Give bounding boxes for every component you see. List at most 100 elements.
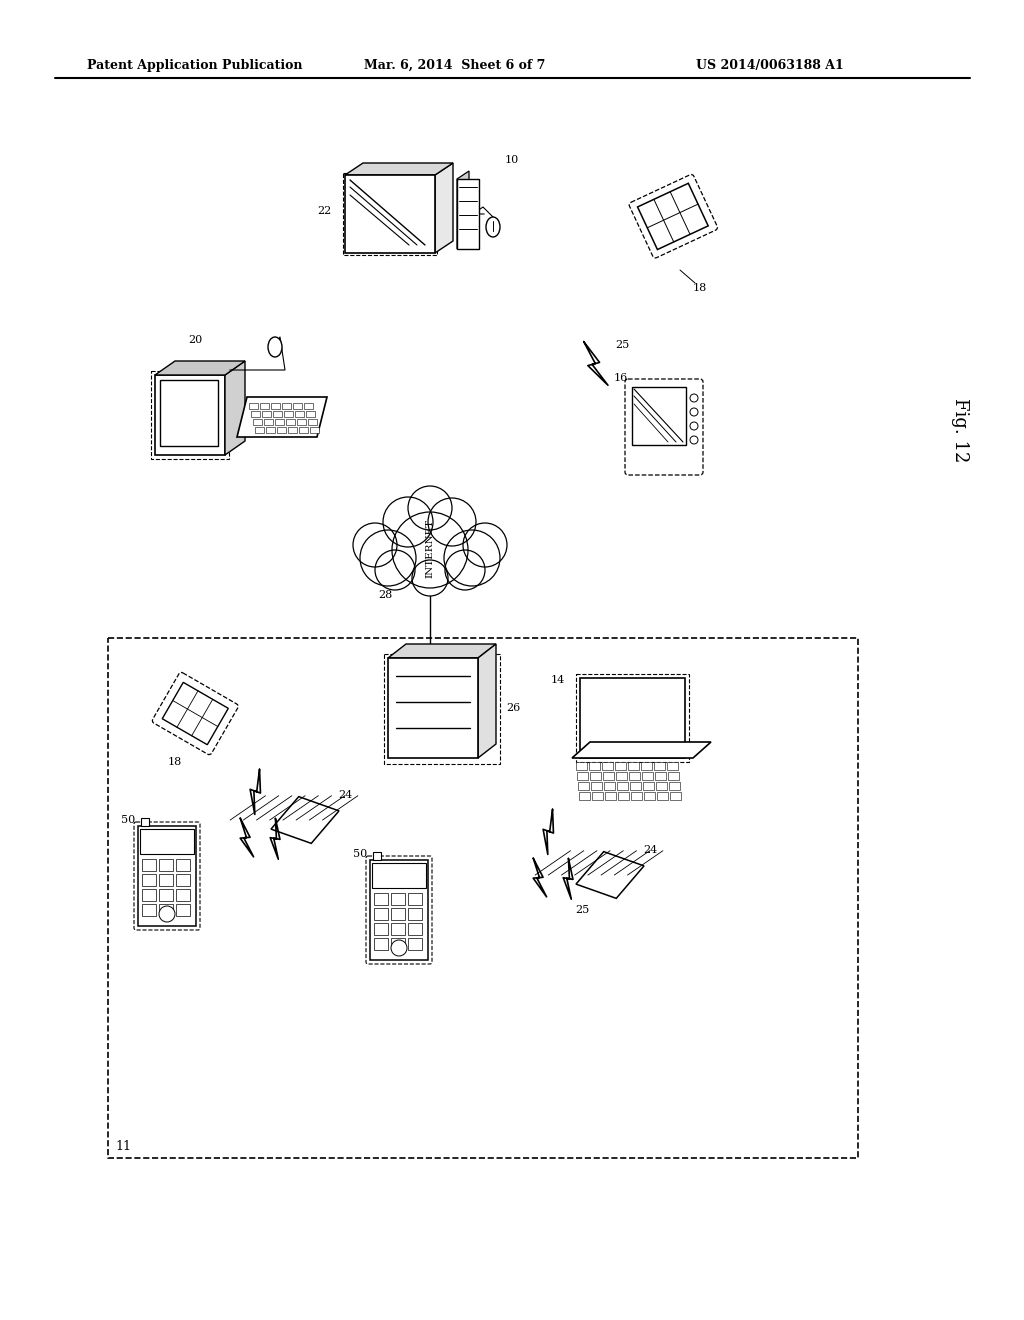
Bar — [638, 183, 709, 249]
Bar — [579, 792, 590, 800]
Bar — [604, 781, 615, 789]
Bar — [266, 426, 275, 433]
Text: 24: 24 — [338, 789, 352, 800]
Bar — [408, 894, 422, 906]
Bar — [310, 426, 319, 433]
Bar — [605, 792, 616, 800]
Bar — [631, 792, 642, 800]
Bar — [142, 859, 156, 871]
Bar — [306, 411, 315, 417]
Bar — [602, 762, 613, 770]
Bar — [590, 772, 601, 780]
Circle shape — [463, 523, 507, 568]
Bar — [299, 426, 308, 433]
Bar — [304, 403, 313, 409]
Bar — [262, 411, 271, 417]
Bar — [391, 923, 406, 935]
Bar — [630, 781, 641, 789]
Bar — [271, 403, 280, 409]
Polygon shape — [388, 644, 496, 657]
Circle shape — [353, 523, 397, 568]
FancyBboxPatch shape — [366, 855, 432, 964]
Bar — [388, 657, 478, 758]
Bar — [372, 863, 426, 888]
Bar — [176, 859, 190, 871]
Text: 20: 20 — [187, 335, 202, 345]
Bar — [159, 859, 173, 871]
Circle shape — [445, 550, 485, 590]
FancyBboxPatch shape — [629, 174, 718, 257]
Bar — [591, 781, 602, 789]
Circle shape — [690, 422, 698, 430]
Text: 28: 28 — [378, 590, 392, 601]
Bar — [284, 411, 293, 417]
Text: 18: 18 — [168, 756, 182, 767]
Bar — [345, 176, 435, 253]
Bar — [155, 375, 225, 455]
Bar — [408, 908, 422, 920]
Bar — [641, 762, 652, 770]
Bar — [249, 403, 258, 409]
Bar — [159, 904, 173, 916]
Bar — [384, 653, 500, 764]
Text: 10: 10 — [505, 154, 519, 165]
Bar — [656, 781, 667, 789]
Bar — [457, 180, 479, 249]
Bar — [670, 792, 681, 800]
FancyBboxPatch shape — [153, 672, 239, 755]
Text: INTERNET: INTERNET — [426, 519, 434, 578]
Bar — [618, 792, 629, 800]
Bar — [293, 403, 302, 409]
Bar — [632, 387, 686, 445]
Circle shape — [360, 531, 416, 586]
Bar — [668, 772, 679, 780]
Text: 18: 18 — [693, 282, 708, 293]
Bar — [253, 418, 262, 425]
Text: 26: 26 — [506, 704, 520, 713]
Bar — [264, 418, 273, 425]
Bar — [391, 908, 406, 920]
Bar — [282, 403, 291, 409]
Ellipse shape — [486, 216, 500, 238]
Bar — [374, 923, 388, 935]
Circle shape — [412, 560, 449, 597]
Bar — [370, 861, 428, 960]
Text: Fig. 12: Fig. 12 — [951, 397, 969, 462]
Bar — [589, 762, 600, 770]
Polygon shape — [345, 162, 453, 176]
Bar — [592, 792, 603, 800]
Bar — [667, 762, 678, 770]
Polygon shape — [225, 360, 245, 455]
Bar — [308, 418, 317, 425]
Text: 11: 11 — [115, 1139, 131, 1152]
Bar — [288, 426, 297, 433]
Text: 25: 25 — [614, 341, 629, 350]
Text: Mar. 6, 2014  Sheet 6 of 7: Mar. 6, 2014 Sheet 6 of 7 — [365, 58, 546, 71]
Bar — [391, 894, 406, 906]
Text: 16: 16 — [613, 374, 628, 383]
Bar — [297, 418, 306, 425]
Text: 50: 50 — [121, 814, 135, 825]
Circle shape — [392, 512, 468, 587]
Bar — [343, 173, 437, 255]
Bar — [142, 888, 156, 902]
Bar — [374, 939, 388, 950]
Bar — [273, 411, 282, 417]
Bar — [615, 762, 626, 770]
Bar — [176, 888, 190, 902]
Bar — [374, 908, 388, 920]
Bar — [176, 904, 190, 916]
Bar — [654, 762, 665, 770]
Text: 50: 50 — [352, 849, 367, 859]
Circle shape — [408, 486, 452, 531]
Text: 14: 14 — [551, 675, 565, 685]
Polygon shape — [572, 742, 711, 758]
Bar — [176, 874, 190, 886]
Ellipse shape — [268, 337, 282, 356]
Bar — [655, 772, 666, 780]
Circle shape — [159, 906, 175, 921]
Text: 24: 24 — [643, 845, 657, 855]
Text: US 2014/0063188 A1: US 2014/0063188 A1 — [696, 58, 844, 71]
Bar — [278, 426, 286, 433]
Bar — [295, 411, 304, 417]
